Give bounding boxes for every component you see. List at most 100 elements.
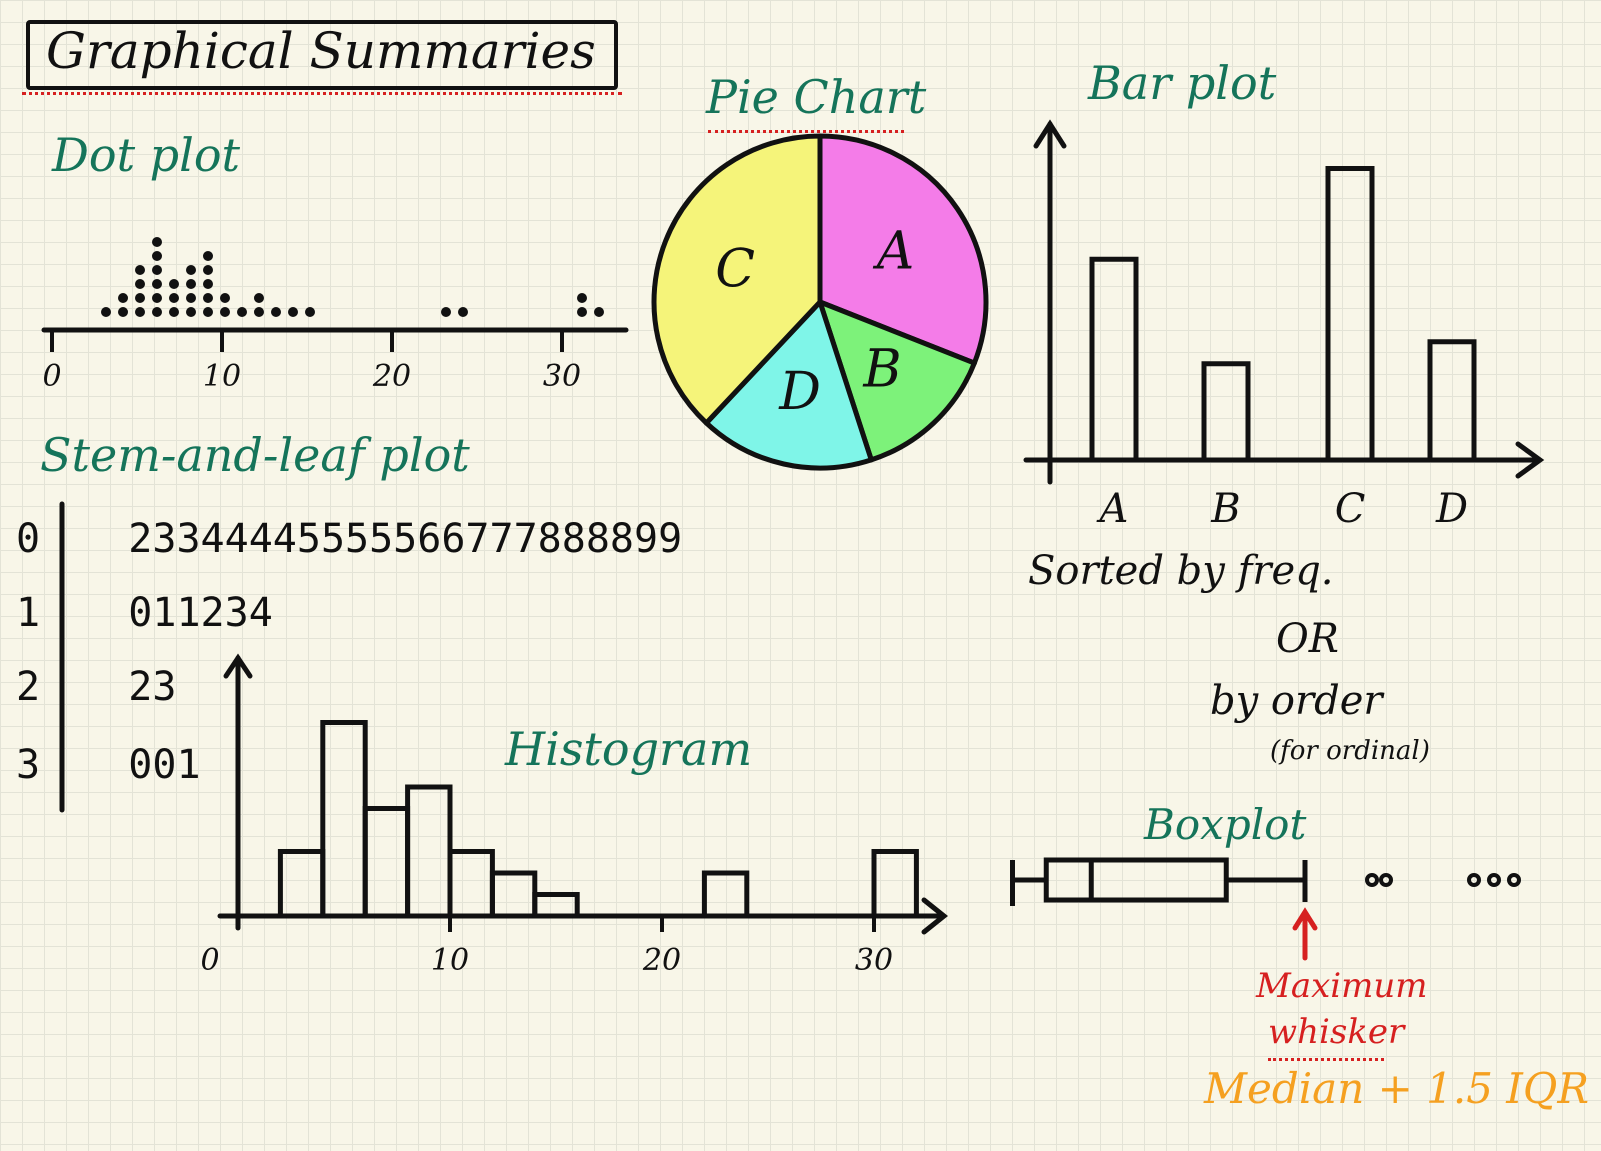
dot-point [577, 307, 587, 317]
whisker-formula: Median + 1.5 IQR [1204, 1064, 1589, 1113]
dot-point [186, 293, 196, 303]
bar-rect [1089, 256, 1139, 463]
histogram: 0 10 20 30 [200, 653, 949, 978]
pie-slice-d [703, 299, 874, 471]
stem-value: 1 [16, 590, 41, 636]
dot-point [203, 307, 213, 317]
hist-tick-label: 10 [431, 943, 469, 978]
bar-category-label: D [1435, 486, 1468, 532]
dot-point [305, 307, 315, 317]
dot-tick-label: 0 [42, 359, 61, 394]
dot-point [458, 307, 468, 317]
sort-note-line3: (for ordinal) [1270, 736, 1430, 766]
dot-point [118, 293, 128, 303]
dot-point [441, 307, 451, 317]
bar-rect [1427, 339, 1477, 463]
box-outlier [1507, 873, 1521, 887]
dot-point [118, 307, 128, 317]
hist-bin [701, 870, 750, 919]
hist-bin [320, 720, 368, 919]
dot-point [152, 251, 162, 261]
histogram-heading: Histogram [505, 722, 753, 776]
dot-point [152, 279, 162, 289]
dot-point [237, 307, 247, 317]
pie-slice-a [817, 133, 989, 366]
dot-plot: 0 10 20 30 [41, 237, 629, 394]
whisker-label-2: whisker [1268, 1012, 1405, 1052]
sort-note-line1: Sorted by freq. [1028, 548, 1334, 594]
bar-plot: A B C D [1023, 119, 1545, 532]
dot-point [135, 307, 145, 317]
hist-bin [489, 870, 538, 919]
bar-category-label: B [1210, 486, 1240, 532]
stem-value: 3 [16, 742, 41, 788]
stem-row-0: 0 23344445555566777888899 [16, 516, 682, 562]
pie-slice-label: B [862, 340, 901, 400]
dot-point [577, 293, 587, 303]
dot-plot-heading: Dot plot [52, 128, 241, 182]
dot-point [152, 265, 162, 275]
dot-point [135, 279, 145, 289]
stem-row-2: 2 23 [16, 664, 176, 710]
hist-bin [532, 892, 580, 919]
dot-point [254, 307, 264, 317]
dot-point [169, 293, 179, 303]
dot-point [186, 265, 196, 275]
dot-point [152, 307, 162, 317]
leaves-value: 23344445555566777888899 [128, 516, 683, 562]
pie-slice-c [651, 133, 823, 426]
bar-rect [1201, 361, 1251, 463]
dot-point [288, 307, 298, 317]
leaves-value: 23 [128, 664, 177, 710]
dot-tick-label: 20 [372, 359, 411, 394]
pie-chart-heading: Pie Chart [706, 70, 927, 124]
dot-point [203, 251, 213, 261]
dot-tick-label: 30 [543, 359, 581, 394]
hist-tick-label: 30 [855, 943, 893, 978]
pie-slice-label: D [778, 362, 821, 422]
hist-tick-label: 0 [200, 943, 219, 978]
whisker-underline [1268, 1058, 1384, 1061]
dot-point [203, 265, 213, 275]
bar-x-arrow [1515, 441, 1545, 479]
bar-plot-heading: Bar plot [1088, 56, 1277, 110]
title-box [26, 20, 618, 90]
dot-point [101, 307, 111, 317]
bar-y-arrow [1033, 119, 1067, 149]
dot-tick-label: 10 [203, 359, 241, 394]
stem-row-3: 3 001 [16, 742, 201, 788]
boxplot [1010, 857, 1521, 961]
pie-heading-underline [708, 130, 904, 133]
whisker-label-1: Maximum [1256, 966, 1428, 1006]
box-iqr [1043, 857, 1229, 903]
dot-point [203, 293, 213, 303]
whisker-pointer-head [1292, 907, 1318, 931]
stem-value: 2 [16, 664, 41, 710]
title-underline [22, 92, 622, 95]
bar-category-label: C [1335, 486, 1366, 532]
hist-bin [447, 849, 495, 919]
sort-note-line2: by order [1210, 678, 1383, 724]
leaves-value: 011234 [128, 590, 273, 636]
hist-bin [362, 806, 411, 919]
hist-tick-label: 20 [642, 943, 681, 978]
leaves-value: 001 [128, 742, 201, 788]
hist-bin [405, 784, 453, 919]
dot-point [152, 293, 162, 303]
box-outlier [1487, 873, 1501, 887]
dot-point [152, 237, 162, 247]
dot-point [169, 279, 179, 289]
dot-point [135, 293, 145, 303]
dot-point [594, 307, 604, 317]
stem-leaf-heading: Stem-and-leaf plot [40, 428, 470, 482]
dot-point [254, 293, 264, 303]
stem-row-1: 1 011234 [16, 590, 273, 636]
bar-rect [1325, 166, 1375, 463]
box-outlier [1379, 873, 1393, 887]
dot-point [186, 307, 196, 317]
dot-point [220, 307, 230, 317]
pie-chart: ABD C [651, 133, 989, 471]
box-outlier [1365, 873, 1379, 887]
box-outlier [1467, 873, 1481, 887]
